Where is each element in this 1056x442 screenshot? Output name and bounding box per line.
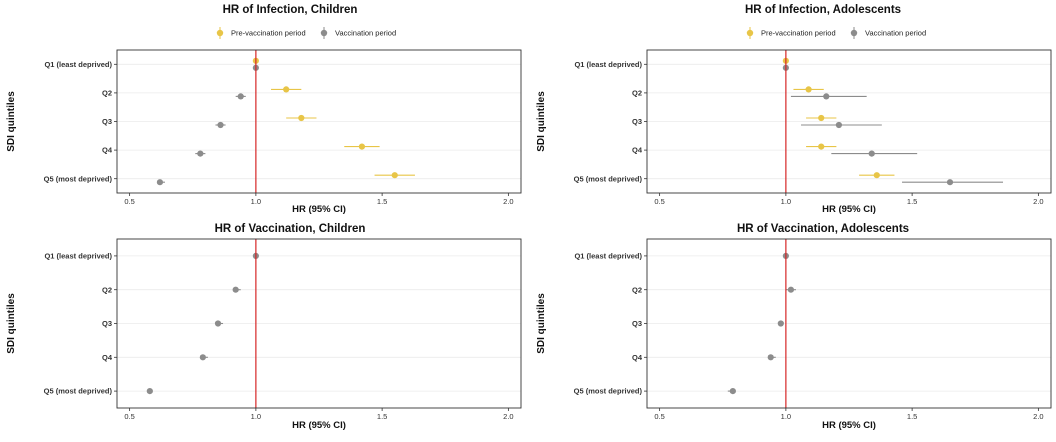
point-marker xyxy=(237,93,244,100)
point-marker xyxy=(777,320,784,327)
panel-border xyxy=(646,238,1052,409)
point-marker xyxy=(232,286,239,293)
x-tick-label: 1.5 xyxy=(377,412,387,421)
x-tick-label: 2.0 xyxy=(503,412,513,421)
y-axis-label: SDI quintiles xyxy=(536,293,547,354)
y-axis-label: SDI quintiles xyxy=(6,91,17,152)
point-marker xyxy=(358,143,366,150)
y-tick-label: Q3 xyxy=(632,319,642,328)
y-tick-label: Q1 (least deprived) xyxy=(574,60,642,69)
point-marker xyxy=(868,150,875,157)
point-marker xyxy=(818,114,825,122)
chart-legend: Pre-vaccination period Vaccination period xyxy=(746,27,926,39)
point-marker xyxy=(873,172,880,179)
y-tick-label: Q4 xyxy=(102,146,113,155)
point-marker xyxy=(767,354,774,361)
y-tick-label: Q2 xyxy=(102,285,112,294)
x-tick-label: 2.0 xyxy=(1033,197,1043,206)
legend-label: Vaccination period xyxy=(865,29,926,38)
y-axis-label: SDI quintiles xyxy=(6,293,17,354)
x-tick-label: 1.0 xyxy=(781,412,791,421)
point-marker xyxy=(197,150,204,157)
chart-panel-1: HR of Infection, Children Pre-vaccination… xyxy=(6,4,522,215)
y-tick-label: Q2 xyxy=(632,89,642,98)
y-tick-label: Q2 xyxy=(632,285,642,294)
legend-key-dot xyxy=(320,29,328,37)
point-marker xyxy=(787,286,795,293)
point-marker xyxy=(199,354,206,361)
chart-title: HR of Infection, Children xyxy=(223,4,358,16)
y-tick-label: Q5 (most deprived) xyxy=(574,174,643,183)
point-marker xyxy=(156,179,164,186)
point-marker xyxy=(217,121,224,129)
y-tick-label: Q1 (least deprived) xyxy=(44,60,112,69)
x-tick-label: 0.5 xyxy=(654,197,664,206)
x-tick-label: 1.0 xyxy=(251,412,261,421)
legend-label: Pre-vaccination period xyxy=(761,29,836,38)
y-tick-label: Q5 (most deprived) xyxy=(574,387,643,396)
x-tick-label: 2.0 xyxy=(1033,412,1043,421)
legend-key-dot xyxy=(746,29,754,37)
point-marker xyxy=(391,172,398,179)
chart-title: HR of Infection, Adolescents xyxy=(745,4,901,16)
point-marker xyxy=(823,93,830,100)
x-tick-label: 1.5 xyxy=(907,197,917,206)
y-tick-label: Q3 xyxy=(102,319,112,328)
x-tick-label: 1.0 xyxy=(251,197,261,206)
x-axis-label: HR (95% CI) xyxy=(292,420,346,431)
chart-title: HR of Vaccination, Children xyxy=(215,223,366,235)
x-tick-label: 0.5 xyxy=(654,412,664,421)
panel-border xyxy=(116,49,522,194)
point-marker xyxy=(946,179,954,186)
y-tick-label: Q4 xyxy=(632,146,643,155)
x-tick-label: 0.5 xyxy=(124,412,134,421)
y-axis-label: SDI quintiles xyxy=(536,91,547,152)
point-marker xyxy=(805,86,812,93)
y-tick-label: Q1 (least deprived) xyxy=(574,252,642,261)
chart-panel-4: HR of Vaccination, Adolescents Q1 (least … xyxy=(536,223,1052,431)
y-tick-label: Q2 xyxy=(102,89,112,98)
legend-key-dot xyxy=(216,29,224,37)
y-tick-label: Q3 xyxy=(632,117,642,126)
x-tick-label: 1.5 xyxy=(377,197,387,206)
point-marker xyxy=(146,388,153,395)
x-tick-label: 0.5 xyxy=(124,197,134,206)
chart-legend: Pre-vaccination period Vaccination period xyxy=(216,27,396,39)
point-marker xyxy=(298,114,305,122)
y-tick-label: Q1 (least deprived) xyxy=(44,252,112,261)
point-marker xyxy=(729,388,736,395)
y-tick-label: Q5 (most deprived) xyxy=(44,174,113,183)
legend-label: Pre-vaccination period xyxy=(231,29,306,38)
point-marker xyxy=(283,86,290,93)
y-tick-label: Q4 xyxy=(632,353,643,362)
point-marker xyxy=(818,143,825,150)
chart-panel-3: HR of Vaccination, Children Q1 (least dep… xyxy=(6,223,522,431)
x-tick-label: 1.0 xyxy=(781,197,791,206)
y-tick-label: Q4 xyxy=(102,353,113,362)
x-axis-label: HR (95% CI) xyxy=(822,420,876,431)
panel-border xyxy=(116,238,522,409)
point-marker xyxy=(214,320,222,327)
y-tick-label: Q3 xyxy=(102,117,112,126)
x-tick-label: 1.5 xyxy=(907,412,917,421)
chart-title: HR of Vaccination, Adolescents xyxy=(737,223,909,235)
x-tick-label: 2.0 xyxy=(503,197,513,206)
point-marker xyxy=(835,121,843,129)
y-tick-label: Q5 (most deprived) xyxy=(44,387,113,396)
chart-panel-2: HR of Infection, Adolescents Pre-vaccinat… xyxy=(536,4,1052,215)
panel-border xyxy=(646,49,1052,194)
x-axis-label: HR (95% CI) xyxy=(292,204,346,215)
x-axis-label: HR (95% CI) xyxy=(822,204,876,215)
legend-label: Vaccination period xyxy=(335,29,396,38)
legend-key-dot xyxy=(850,29,858,37)
